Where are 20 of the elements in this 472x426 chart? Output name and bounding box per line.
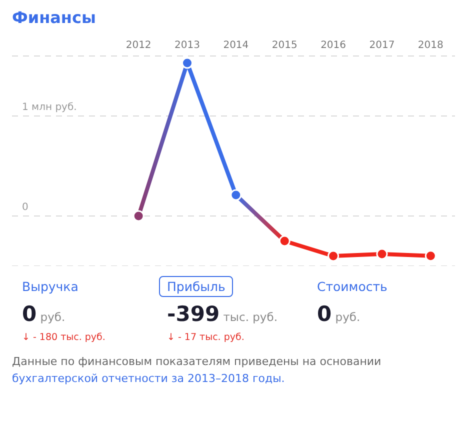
text: 0 руб.	[317, 302, 360, 326]
x-tick-label: 2013	[174, 40, 200, 51]
text: Прибыль	[159, 276, 234, 297]
y-tick-label: 0	[22, 202, 28, 213]
x-tick-label: 2018	[418, 40, 444, 51]
y-tick-label: 1 млн руб.	[22, 102, 77, 113]
x-tick-label: 2012	[126, 40, 152, 51]
text: Выручка	[21, 278, 80, 296]
x-tick-label: 2017	[369, 40, 395, 51]
text: Стоимость	[316, 278, 388, 296]
text: ↓ - 180 тыс. руб.	[22, 332, 106, 343]
x-tick-label: 2014	[223, 40, 249, 51]
text: 0 руб.	[22, 302, 66, 326]
text: бухгалтерской отчетности за 2013–2018 годы.	[12, 372, 285, 385]
x-tick-label: 2016	[320, 40, 346, 51]
text: ↓ - 17 тыс. руб.	[167, 332, 246, 343]
text: -399 тыс. руб.	[167, 302, 278, 326]
text: Данные по финансовым показателям приведены на основании	[12, 355, 382, 368]
chart-title: Финансы	[11, 8, 97, 29]
x-tick-label: 2015	[272, 40, 298, 51]
